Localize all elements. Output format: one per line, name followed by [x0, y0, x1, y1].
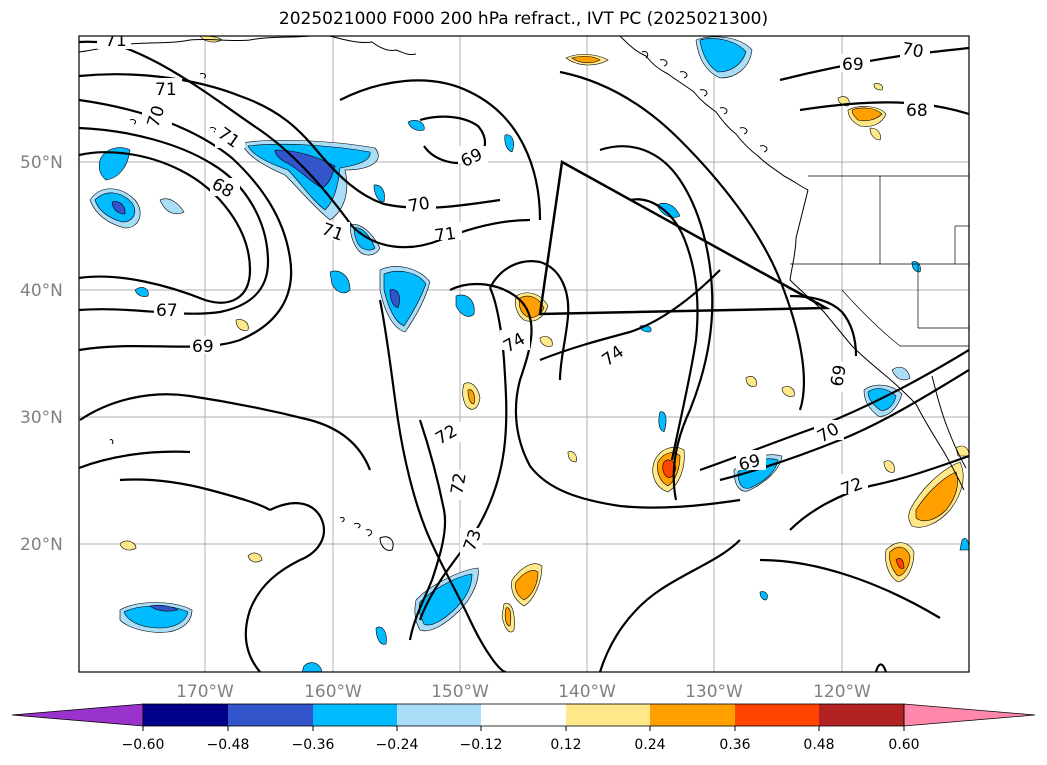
contour-south-east: [759, 558, 941, 619]
contour-se-loop: [598, 539, 741, 672]
colorbar-tick-label: 0.48: [803, 737, 834, 753]
lon-label: 150°W: [431, 682, 489, 702]
contour-label: 69: [842, 55, 864, 75]
colorbar-tick-label: −0.60: [122, 737, 165, 753]
colorbar-segment: [397, 704, 481, 726]
map-plot-area: 71 71 70 71 68 71 69 70 71 67 69 74 74: [79, 31, 969, 672]
colorbar-extend-high: [903, 703, 1036, 727]
contour-label: 72: [447, 471, 470, 496]
political-borders: [790, 175, 969, 347]
coast-baja: [915, 403, 965, 491]
contour-south-sw: [119, 478, 271, 511]
plot-frame: [78, 35, 970, 673]
contour-71-west: [79, 393, 372, 471]
colorbar-tick-label: 0.60: [888, 737, 919, 753]
colorbar-tick-label: 0.12: [550, 737, 581, 753]
positive-anomaly-shading: [119, 36, 969, 633]
contour-label: 69: [827, 363, 850, 388]
longitude-labels: 170°W 160°W 150°W 140°W 130°W 120°W: [176, 682, 871, 702]
contour-label: 70: [407, 193, 432, 216]
contour-74-b: [539, 269, 721, 362]
negative-anomaly-shading: [89, 36, 969, 672]
lat-label: 50°N: [20, 153, 63, 173]
colorbar-segment: [313, 704, 397, 726]
lon-label: 140°W: [558, 682, 616, 702]
contour-69-central: [339, 79, 542, 221]
colorbar: −0.60 −0.48 −0.36 −0.24 −0.12 0.12 0.24 …: [11, 703, 1036, 753]
contour-67: [79, 151, 252, 304]
colorbar-segment: [735, 704, 819, 726]
lon-label: 160°W: [304, 682, 362, 702]
colorbar-tick-label: 0.24: [634, 737, 665, 753]
contour-label: 71: [155, 80, 177, 100]
lon-label: 120°W: [813, 682, 871, 702]
colorbar-tick-label: −0.36: [292, 737, 335, 753]
latitude-labels: 20°N 30°N 40°N 50°N: [20, 153, 63, 555]
lon-label: 170°W: [176, 682, 234, 702]
colorbar-segment: [143, 704, 228, 726]
lon-label: 130°W: [685, 682, 743, 702]
gridlines: [79, 36, 969, 672]
colorbar-extend-low: [11, 703, 144, 727]
colorbar-tick-label: 0.36: [719, 737, 750, 753]
colorbar-tick-label: −0.24: [376, 737, 419, 753]
contour-71-central: [378, 299, 507, 672]
coast-pacific-nw: [789, 189, 809, 281]
colorbar-tick-label: −0.12: [460, 737, 503, 753]
coast-bc-north: [619, 36, 809, 191]
contour-label: 68: [906, 101, 928, 121]
region-outline: [538, 160, 831, 316]
lat-label: 40°N: [20, 281, 63, 301]
coast-alaska-south: [329, 36, 417, 55]
colorbar-segment: [566, 704, 650, 726]
colorbar-segment: [228, 704, 313, 726]
colorbar-segment: [481, 704, 566, 726]
contour-trough-1: [559, 70, 806, 411]
contour-labels: 71 71 70 71 68 71 69 70 71 67 69 74 74: [97, 31, 934, 558]
contour-70-south: [244, 502, 326, 672]
contour-label: 71: [433, 224, 457, 247]
contour-72a: [408, 419, 447, 641]
contour-label: 71: [105, 31, 127, 51]
contour-74: [489, 260, 570, 381]
colorbar-segment: [650, 704, 735, 726]
hawaii-islands: [339, 517, 394, 551]
contour-label: 70: [900, 39, 925, 62]
colorbar-tick-label: −0.48: [207, 737, 250, 753]
lat-label: 30°N: [20, 408, 63, 428]
colorbar-segment: [819, 704, 904, 726]
contour-69-north: [779, 46, 969, 82]
contour-trough-3: [629, 198, 699, 461]
contour-label: 67: [156, 301, 178, 321]
contour-72-ca: [789, 454, 969, 531]
contour-trough-2: [599, 145, 714, 501]
contour-sw-2: [79, 450, 191, 470]
lat-label: 20°N: [20, 535, 63, 555]
contour-label: 69: [192, 337, 214, 357]
plot-title: 2025021000 F000 200 hPa refract., IVT PC…: [278, 9, 769, 29]
contour-72b: [449, 283, 741, 509]
